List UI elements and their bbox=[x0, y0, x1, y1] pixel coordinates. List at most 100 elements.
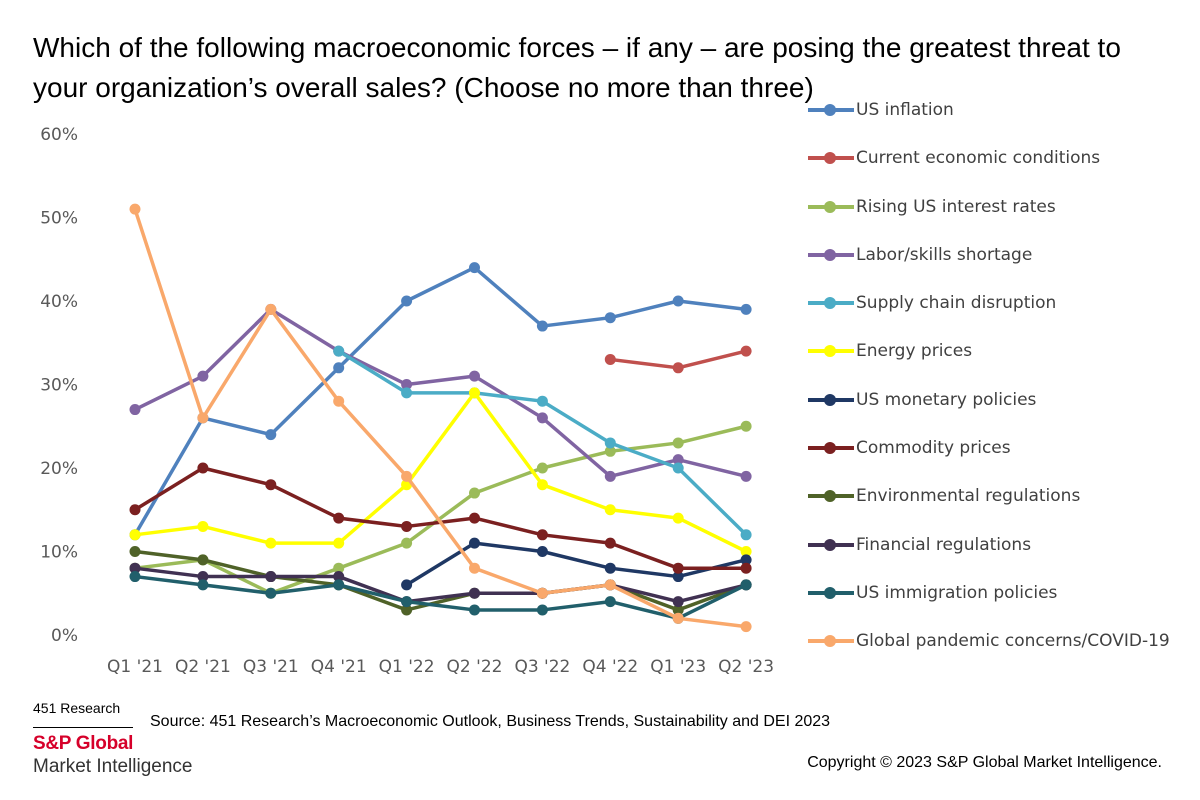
data-point bbox=[604, 504, 616, 516]
data-point bbox=[401, 537, 413, 549]
legend-label: Environmental regulations bbox=[856, 486, 1081, 507]
data-point bbox=[197, 554, 209, 566]
legend-item-financial-regulations: Financial regulations bbox=[808, 533, 1188, 581]
data-point bbox=[672, 512, 684, 524]
data-point bbox=[536, 604, 548, 616]
legend-label: Commodity prices bbox=[856, 438, 1011, 459]
data-point bbox=[740, 621, 752, 633]
legend-item-supply-chain-disruption: Supply chain disruption bbox=[808, 291, 1188, 339]
series-us-inflation bbox=[129, 262, 752, 541]
data-point bbox=[469, 387, 480, 399]
data-point bbox=[740, 529, 752, 541]
data-point bbox=[333, 512, 345, 524]
data-point bbox=[197, 520, 209, 532]
data-point bbox=[672, 604, 684, 616]
y-tick-label: 20% bbox=[40, 459, 78, 479]
legend-swatch bbox=[808, 388, 856, 413]
series-line bbox=[133, 307, 748, 479]
legend-label: US monetary policies bbox=[856, 389, 1037, 410]
data-point bbox=[536, 412, 548, 424]
series-line bbox=[133, 424, 748, 595]
legend-label: Current economic conditions bbox=[856, 148, 1101, 169]
legend-swatch bbox=[808, 243, 856, 268]
data-point bbox=[401, 579, 413, 591]
data-point bbox=[469, 487, 480, 499]
data-point bbox=[536, 462, 548, 474]
legend-item-us-immigration-policies: US immigration policies bbox=[808, 581, 1188, 629]
legend-swatch bbox=[808, 98, 856, 123]
y-tick-label: 30% bbox=[40, 376, 78, 396]
data-point bbox=[672, 571, 684, 583]
data-point bbox=[740, 579, 752, 591]
data-point bbox=[401, 470, 413, 482]
data-point bbox=[536, 479, 548, 491]
data-point bbox=[401, 295, 413, 307]
y-tick-label: 50% bbox=[40, 209, 78, 229]
data-point bbox=[604, 579, 616, 591]
legend-label: Global pandemic concerns/COVID-19 bbox=[856, 631, 1170, 652]
data-point bbox=[265, 303, 277, 315]
x-tick-label: Q3 '21 bbox=[243, 657, 299, 677]
legend-item-global-pandemic-concerns-covid-19: Global pandemic concerns/COVID-19 bbox=[808, 629, 1188, 677]
series-rising-us-interest-rates bbox=[129, 420, 752, 599]
legend-item-current-economic-conditions: Current economic conditions bbox=[808, 146, 1188, 194]
series-commodity-prices bbox=[129, 462, 752, 574]
data-point bbox=[401, 596, 413, 608]
legend-label: Financial regulations bbox=[856, 534, 1032, 555]
copyright-note: Copyright © 2023 S&P Global Market Intel… bbox=[807, 754, 1162, 771]
data-point bbox=[672, 462, 684, 474]
data-point bbox=[536, 587, 548, 599]
data-point bbox=[604, 596, 616, 608]
x-tick-label: Q4 '21 bbox=[311, 657, 367, 677]
series-line bbox=[404, 541, 748, 587]
data-point bbox=[129, 571, 141, 583]
data-point bbox=[265, 429, 277, 441]
legend-swatch bbox=[808, 436, 856, 461]
legend-swatch bbox=[808, 339, 856, 364]
data-point bbox=[333, 362, 345, 374]
y-tick-label: 40% bbox=[40, 292, 78, 312]
data-point bbox=[469, 587, 480, 599]
data-point bbox=[265, 479, 277, 491]
data-point bbox=[469, 262, 480, 274]
x-tick-label: Q2 '22 bbox=[447, 657, 503, 677]
legend-swatch bbox=[808, 629, 856, 654]
y-tick-label: 0% bbox=[51, 626, 78, 646]
data-point bbox=[129, 203, 141, 215]
data-point bbox=[604, 437, 616, 449]
data-point bbox=[536, 546, 548, 557]
data-point bbox=[265, 571, 277, 583]
data-point bbox=[536, 395, 548, 407]
series-line bbox=[133, 566, 748, 604]
legend-item-rising-us-interest-rates: Rising US interest rates bbox=[808, 195, 1188, 243]
legend-item-environmental-regulations: Environmental regulations bbox=[808, 484, 1188, 532]
data-point bbox=[129, 529, 141, 541]
y-tick-label: 60% bbox=[40, 125, 78, 145]
x-axis: Q1 '21 Q2 '21 Q3 '21 Q4 '21 Q1 '22 Q2 '22 Q3 '… bbox=[107, 657, 774, 677]
y-axis: 0% 10% 20% 30% 40% 50% 60% bbox=[40, 125, 78, 646]
data-point bbox=[129, 404, 141, 416]
legend-label: Energy prices bbox=[856, 341, 973, 362]
data-point bbox=[672, 454, 684, 466]
legend-label: Supply chain disruption bbox=[856, 293, 1057, 314]
data-point bbox=[333, 571, 345, 583]
data-point bbox=[740, 303, 752, 315]
data-point bbox=[333, 395, 345, 407]
data-point bbox=[469, 604, 480, 616]
legend-swatch bbox=[808, 581, 856, 606]
data-point bbox=[672, 437, 684, 449]
data-point bbox=[536, 320, 548, 332]
series-energy-prices bbox=[129, 387, 752, 557]
series-us-immigration-policies bbox=[129, 571, 752, 624]
chart-title: Which of the following macroeconomic for… bbox=[33, 32, 1121, 103]
x-tick-label: Q2 '23 bbox=[718, 657, 774, 677]
data-point bbox=[265, 587, 277, 599]
series-line bbox=[133, 265, 748, 537]
x-tick-label: Q2 '21 bbox=[175, 657, 231, 677]
data-point bbox=[740, 420, 752, 432]
series-line bbox=[133, 391, 748, 554]
data-point bbox=[604, 312, 616, 324]
legend-swatch bbox=[808, 291, 856, 316]
data-point bbox=[672, 362, 684, 374]
